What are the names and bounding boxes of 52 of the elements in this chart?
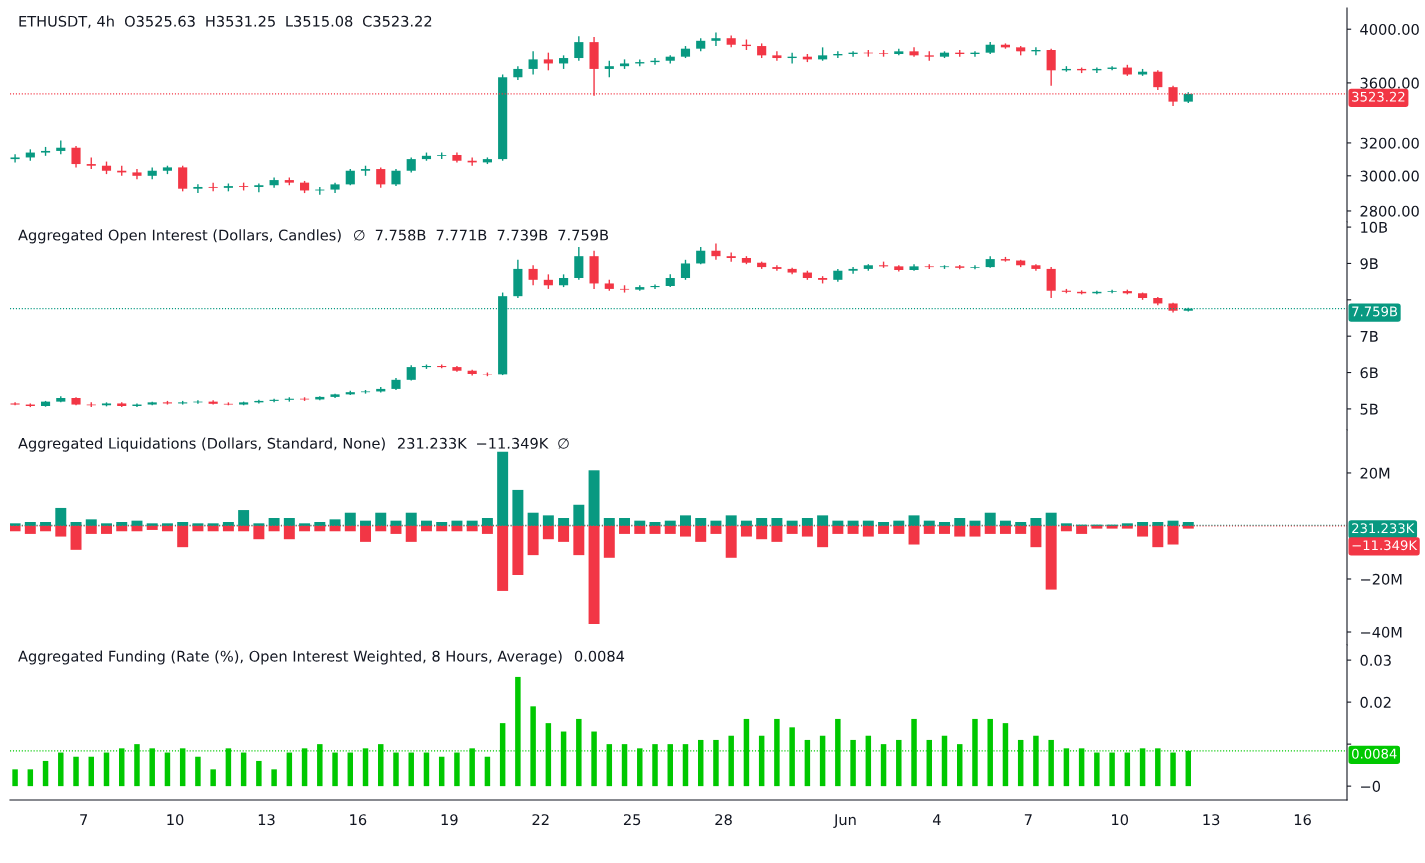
y-tick-label: 0.02 (1360, 696, 1391, 708)
x-tick-label: 7 (80, 814, 88, 825)
x-tick-label: 13 (1203, 814, 1220, 826)
ref-line-label: 0.0084 (1352, 748, 1397, 759)
annotation: L3515.08 (286, 15, 353, 27)
chart-title: ETHUSDT, 4h (19, 15, 114, 29)
annotation: 231.233K (397, 437, 468, 449)
annotation: −11.349K (477, 437, 549, 449)
annotation: 7.759B (558, 229, 608, 241)
annotation: ∅ (354, 230, 365, 241)
x-tick-label: 25 (623, 814, 641, 826)
ref-line-label: −11.349K (1352, 540, 1418, 551)
x-tick-label: 13 (258, 814, 275, 826)
y-tick-label: −40M (1361, 626, 1402, 638)
x-tick-label: 4 (932, 814, 941, 825)
x-tick-label: 10 (167, 814, 184, 826)
y-tick-label: 6B (1360, 367, 1378, 379)
ref-line-label: 231.233K (1352, 523, 1415, 534)
annotation: 7.739B (497, 229, 548, 241)
x-tick-label: 16 (1294, 814, 1311, 826)
annotation: 7.771B (436, 229, 487, 241)
annotation: 7.758B (375, 229, 426, 241)
x-tick-label: 22 (532, 814, 549, 825)
chart-title: Aggregated Open Interest (Dollars, Candles) (18, 229, 341, 244)
y-tick-label: 20M (1360, 467, 1390, 479)
x-tick-label: 28 (715, 814, 732, 826)
text: Aggregated Liquidations (Dollars, Standard, None) (18, 437, 385, 452)
y-tick-label: 0.03 (1360, 654, 1391, 666)
annotation: H3531.25 (206, 15, 275, 27)
x-tick-label: 10 (1112, 814, 1129, 826)
y-tick-label: 7B (1360, 331, 1378, 342)
y-tick-label: 4000.00 (1360, 23, 1419, 35)
y-tick-label: 3200.00 (1360, 137, 1419, 149)
x-tick-label: 16 (350, 814, 367, 826)
x-tick-label: 19 (441, 814, 458, 826)
y-tick-label: 9B (1360, 258, 1378, 270)
y-tick-label: −0 (1361, 780, 1381, 792)
chart-title: Aggregated Funding (Rate (%), Open Interest Weighted, 8 Hours, Average) (18, 650, 562, 665)
y-tick-label: 3600.00 (1360, 77, 1419, 89)
x-tick-label: Jun (833, 814, 856, 828)
x-tick-label: 7 (1024, 814, 1032, 825)
y-tick-label: 10B (1361, 221, 1388, 233)
y-tick-label: −20M (1361, 573, 1402, 585)
y-tick-label: 5B (1360, 403, 1378, 415)
annotation: O3525.63 (124, 15, 195, 27)
annotation: ∅ (558, 438, 569, 449)
ref-line-label: 7.759B (1352, 306, 1398, 317)
y-tick-label: 3000.00 (1360, 170, 1419, 182)
ref-line-label: 3523.22 (1352, 91, 1405, 102)
annotation: C3523.22 (362, 15, 432, 27)
y-tick-label: 2800.00 (1360, 205, 1419, 217)
annotation: 0.0084 (574, 650, 625, 662)
